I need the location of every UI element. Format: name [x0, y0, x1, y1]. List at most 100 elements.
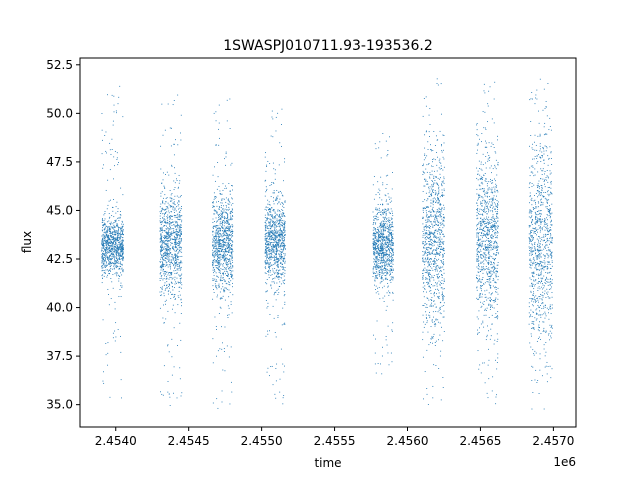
data-point — [381, 248, 383, 249]
data-point — [274, 246, 276, 248]
data-point — [379, 266, 381, 268]
data-point — [223, 231, 225, 233]
data-point — [264, 260, 266, 262]
data-point — [268, 244, 270, 246]
data-point — [277, 224, 279, 226]
data-point — [265, 300, 267, 301]
data-point — [436, 252, 438, 254]
data-point — [380, 248, 382, 250]
data-point — [232, 261, 234, 263]
data-point — [216, 225, 218, 227]
data-point — [376, 275, 377, 277]
data-point — [443, 263, 445, 265]
data-point — [440, 399, 442, 401]
data-point — [215, 233, 217, 235]
data-point — [116, 254, 117, 255]
data-point — [225, 273, 226, 275]
data-point — [122, 251, 124, 253]
data-point — [214, 246, 216, 248]
data-point — [284, 226, 286, 228]
data-point — [275, 231, 277, 232]
data-point — [221, 230, 223, 232]
data-point — [216, 258, 218, 260]
data-point — [373, 251, 375, 253]
data-point — [424, 244, 426, 246]
data-point — [215, 285, 217, 287]
data-point — [160, 213, 161, 214]
data-point — [106, 230, 108, 232]
data-point — [274, 256, 276, 258]
data-point — [122, 247, 124, 249]
data-point — [113, 268, 115, 270]
data-point — [163, 304, 164, 306]
data-point — [222, 283, 224, 285]
data-point — [382, 203, 384, 205]
data-point — [434, 253, 436, 255]
data-point — [387, 282, 389, 284]
data-point — [179, 251, 181, 253]
data-point — [440, 350, 442, 352]
data-point — [168, 204, 170, 206]
data-point — [120, 268, 122, 270]
data-point — [172, 264, 174, 266]
data-point — [280, 255, 282, 257]
data-point — [385, 264, 387, 266]
data-point — [437, 244, 439, 246]
data-point — [109, 216, 111, 218]
data-point — [438, 229, 440, 231]
data-point — [284, 272, 286, 274]
data-point — [168, 260, 170, 262]
data-point — [422, 223, 424, 225]
data-point — [114, 249, 116, 251]
data-point — [381, 278, 383, 280]
data-point — [275, 235, 277, 236]
data-point — [229, 225, 231, 227]
data-point — [109, 246, 111, 248]
data-point — [225, 238, 227, 240]
data-point — [175, 233, 177, 235]
data-point — [283, 242, 285, 244]
data-point — [269, 204, 271, 206]
data-point — [179, 219, 180, 221]
data-point — [382, 252, 384, 254]
data-point — [278, 270, 280, 272]
data-point — [279, 224, 281, 226]
data-point — [226, 246, 228, 248]
data-point — [218, 230, 220, 232]
data-point — [106, 264, 108, 266]
data-point — [170, 256, 172, 258]
data-point — [101, 262, 103, 264]
data-point — [162, 265, 163, 267]
data-point — [422, 259, 424, 261]
data-point — [159, 206, 161, 208]
data-point — [220, 234, 222, 236]
data-point — [162, 270, 164, 272]
data-point — [108, 231, 110, 232]
data-point — [225, 269, 227, 270]
data-point — [268, 244, 269, 246]
data-point — [180, 260, 182, 262]
data-point — [166, 171, 168, 173]
data-point — [172, 259, 174, 261]
data-point — [267, 218, 269, 219]
data-point — [170, 228, 172, 230]
data-point — [111, 257, 113, 259]
data-point — [172, 206, 174, 208]
data-point — [275, 216, 276, 218]
data-point — [265, 258, 267, 260]
data-point — [222, 183, 224, 185]
data-point — [107, 94, 108, 96]
data-point — [376, 214, 378, 215]
data-point — [380, 249, 381, 251]
data-point — [231, 198, 233, 200]
data-point — [111, 262, 113, 264]
data-point — [387, 154, 389, 155]
data-point — [273, 234, 275, 236]
data-point — [161, 238, 163, 240]
data-point — [164, 230, 166, 232]
data-point — [373, 247, 374, 248]
data-point — [385, 213, 387, 215]
data-point — [111, 241, 113, 242]
data-point — [376, 268, 378, 270]
data-point — [159, 261, 161, 262]
